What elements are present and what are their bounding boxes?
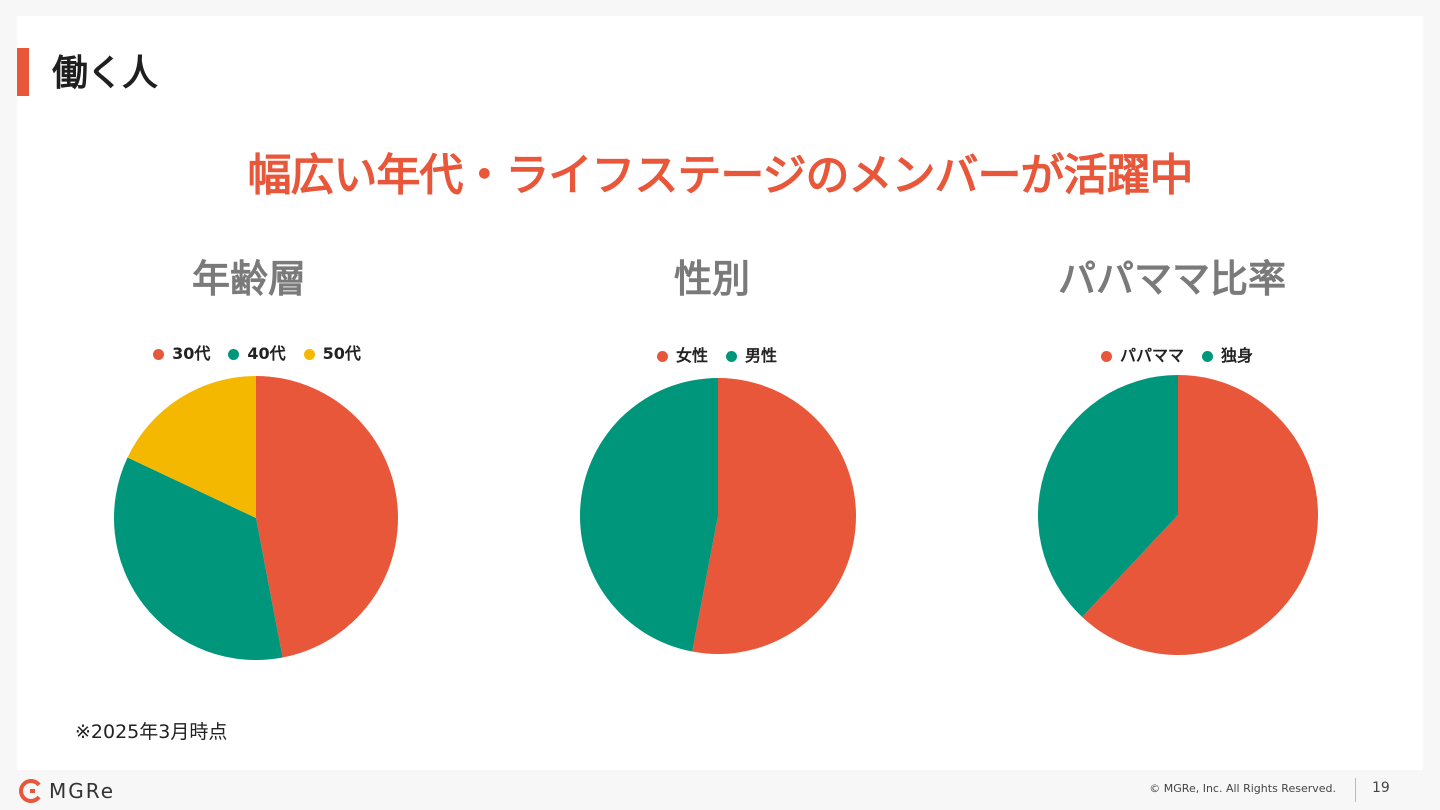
- pie-slice-女性: [692, 378, 856, 654]
- legend-gender: 女性 男性: [557, 346, 877, 366]
- legend-label: 独身: [1221, 346, 1254, 365]
- pie-slice-40代: [113, 457, 283, 660]
- legend-parent: パパママ 独身: [1017, 346, 1337, 366]
- legend-swatch: [656, 350, 668, 362]
- legend-swatch: [1100, 350, 1112, 362]
- legend-label: 40代: [247, 344, 286, 363]
- chart-title-age: 年齢層: [191, 257, 306, 301]
- legend-swatch: [726, 350, 737, 362]
- headline: 幅広い年代・ライフステージのメンバーが活躍中: [247, 150, 1193, 201]
- legend-label: 女性: [675, 346, 708, 365]
- legend-label: 男性: [745, 346, 778, 365]
- slide: 幅広い年代・ライフステージのメンバーが活躍中 年齢層 性別 パパママ比率 30代…: [17, 16, 1423, 770]
- pie-chart-age: [113, 376, 399, 660]
- legend-swatch: [228, 348, 240, 360]
- legend-item: 40代: [228, 344, 286, 364]
- section-accent-bar: [17, 48, 29, 96]
- logo-text: MGRe: [49, 779, 116, 803]
- note: ※2025年3月時点: [75, 721, 228, 743]
- pie-chart-gender: [579, 378, 856, 654]
- mgre-logo-icon: [19, 779, 41, 803]
- pie-slice-男性: [579, 378, 718, 652]
- pie-slice-独身: [1038, 375, 1178, 618]
- copyright: © MGRe, Inc. All Rights Reserved.: [1149, 782, 1336, 795]
- legend-label: パパママ: [1119, 346, 1184, 365]
- footer-logo: MGRe: [19, 778, 115, 804]
- page-number: 19: [1372, 780, 1390, 796]
- legend-item: 男性: [726, 346, 777, 366]
- footer-divider: [1355, 778, 1356, 802]
- legend-swatch: [1202, 350, 1213, 362]
- chart-title-parent: パパママ比率: [1057, 257, 1286, 301]
- pie-slice-パパママ: [1082, 375, 1318, 655]
- legend-age: 30代 40代 50代: [97, 344, 417, 364]
- legend-swatch: [303, 348, 315, 360]
- legend-item: 独身: [1202, 346, 1253, 366]
- legend-item: 女性: [656, 346, 708, 366]
- chart-title-gender: 性別: [673, 257, 750, 301]
- section-title: 働く人: [52, 53, 158, 94]
- pie-slice-30代: [256, 376, 399, 658]
- legend-swatch: [153, 348, 165, 360]
- legend-item: 50代: [303, 344, 361, 364]
- legend-item: 30代: [153, 344, 210, 364]
- legend-label: 50代: [322, 344, 361, 363]
- pie-chart-parent: [1038, 375, 1318, 655]
- legend-label: 30代: [172, 344, 211, 363]
- pie-slice-50代: [127, 376, 256, 518]
- legend-item: パパママ: [1100, 346, 1184, 366]
